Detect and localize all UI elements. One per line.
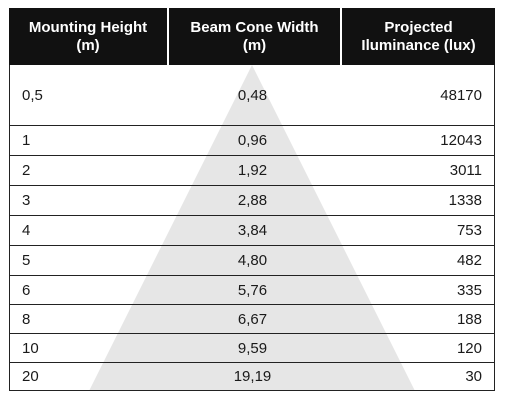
header-projected-illuminance: Projected Iluminance (lux) [340,8,495,65]
header-projected-illuminance-line2: Iluminance (lux) [361,36,476,54]
table-row: 6 5,76 335 [10,275,494,304]
cell-mounting-height: 8 [22,310,31,328]
header-projected-illuminance-line1: Projected [384,18,453,36]
cell-illuminance: 48170 [440,86,482,104]
table-row: 2 1,92 3011 [10,155,494,185]
cell-beam-cone-width: 4,80 [237,252,268,269]
cell-illuminance: 335 [456,281,482,299]
cell-illuminance: 3011 [449,162,482,179]
cell-beam-cone-width: 0,48 [237,86,268,104]
cell-illuminance: 188 [456,310,482,328]
cell-mounting-height: 6 [22,281,31,299]
cell-illuminance: 1338 [448,192,482,209]
cell-mounting-height: 5 [22,252,31,269]
header-mounting-height-line2: (m) [76,36,100,54]
table-row: 10 9,59 120 [10,333,494,362]
header-mounting-height-line1: Mounting Height [28,18,148,36]
cell-beam-cone-width: 1,92 [237,162,268,179]
table-row: 8 6,67 188 [10,304,494,333]
cell-mounting-height: 3 [22,192,31,209]
table-header: Mounting Height (m) Beam Cone Width (m) … [9,8,495,65]
cell-beam-cone-width: 5,76 [237,281,268,299]
cell-mounting-height: 1 [22,132,31,149]
cell-illuminance: 482 [456,252,482,269]
table-body: 0,5 0,48 48170 1 0,96 12043 2 1,92 3011 … [9,65,495,391]
table-row: 1 0,96 12043 [10,125,494,155]
cell-mounting-height: 10 [22,339,39,357]
cell-beam-cone-width: 0,96 [237,132,268,149]
cell-mounting-height: 2 [22,162,31,179]
header-beam-cone-width-line1: Beam Cone Width [190,18,319,36]
header-beam-cone-width-line2: (m) [242,36,267,54]
cell-illuminance: 30 [465,368,482,385]
table-row: 4 3,84 753 [10,215,494,245]
cell-beam-cone-width: 9,59 [237,339,268,357]
cell-beam-cone-width: 3,84 [237,222,268,239]
table-row: 0,5 0,48 48170 [10,65,494,125]
cell-mounting-height: 0,5 [22,86,43,104]
cell-illuminance: 120 [456,339,482,357]
cell-mounting-height: 4 [22,222,31,239]
cell-beam-cone-width: 6,67 [237,310,268,328]
cell-illuminance: 12043 [440,132,482,149]
cell-illuminance: 753 [456,222,482,239]
cell-beam-cone-width: 2,88 [237,192,268,209]
cell-mounting-height: 20 [22,368,39,385]
cell-beam-cone-width: 19,19 [233,368,272,385]
table-row: 3 2,88 1338 [10,185,494,215]
header-mounting-height: Mounting Height (m) [9,8,167,65]
illuminance-table: Mounting Height (m) Beam Cone Width (m) … [9,8,495,391]
table-row: 5 4,80 482 [10,245,494,275]
header-beam-cone-width: Beam Cone Width (m) [167,8,340,65]
table-row: 20 19,19 30 [10,362,494,390]
